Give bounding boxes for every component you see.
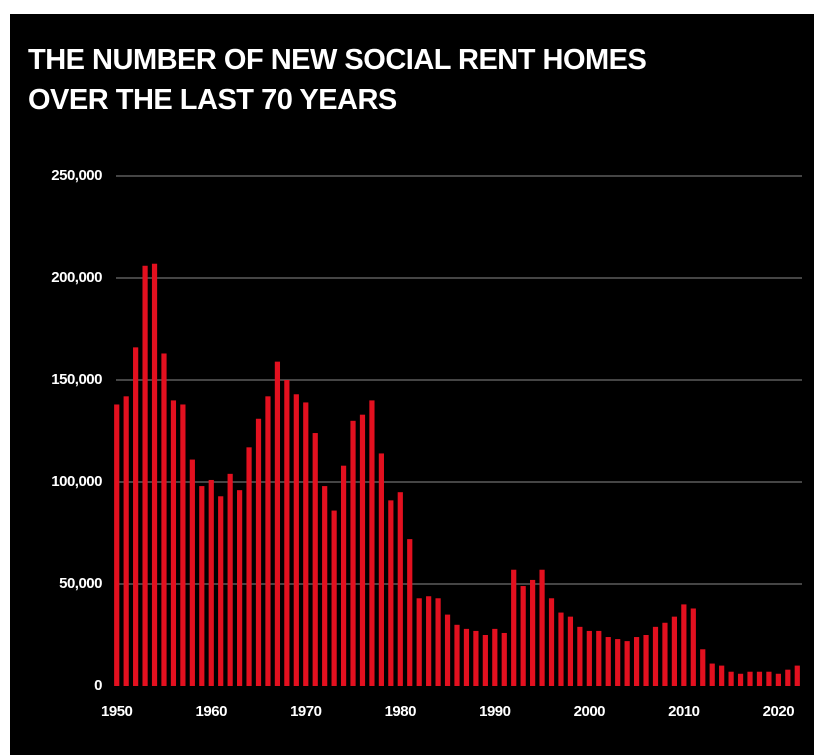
bar	[671, 616, 677, 686]
bar	[208, 479, 214, 686]
bar	[643, 635, 649, 686]
bar	[312, 433, 318, 686]
bar	[681, 604, 687, 686]
bar	[615, 639, 621, 686]
bar	[123, 396, 129, 686]
bar	[255, 418, 262, 686]
bar	[284, 380, 290, 686]
bar	[719, 665, 725, 686]
bar	[416, 598, 422, 686]
bar	[586, 630, 592, 686]
bar	[227, 473, 233, 686]
bar	[161, 353, 167, 686]
bar	[511, 569, 517, 686]
bar	[624, 641, 630, 686]
bar	[369, 400, 375, 686]
x-tick-label: 2010	[668, 703, 700, 720]
x-tick-label: 1990	[479, 703, 511, 720]
y-tick-label: 200,000	[51, 269, 102, 286]
x-tick-label: 1950	[101, 703, 133, 720]
bar	[709, 663, 715, 686]
bar	[662, 622, 668, 686]
bar	[293, 394, 299, 686]
bar	[180, 404, 186, 686]
bar	[246, 447, 252, 686]
bar	[435, 598, 441, 686]
bar	[473, 630, 479, 686]
bar	[766, 671, 772, 686]
bar	[189, 459, 195, 686]
bar	[747, 671, 753, 686]
bar	[492, 628, 498, 686]
bar	[633, 637, 640, 686]
x-tick-label: 1970	[290, 703, 322, 720]
bar	[501, 632, 507, 686]
bar	[397, 492, 403, 686]
bar	[378, 453, 384, 686]
bar	[775, 673, 781, 686]
bar	[794, 665, 800, 686]
bar	[463, 628, 470, 686]
bar	[274, 361, 281, 686]
x-tick-label: 2000	[574, 703, 606, 720]
y-tick-label: 100,000	[51, 473, 102, 490]
bar	[577, 626, 583, 686]
bar	[756, 671, 763, 686]
bar	[444, 614, 451, 686]
bar	[652, 626, 659, 686]
bar	[567, 616, 574, 686]
y-tick-label: 250,000	[51, 167, 102, 184]
bar	[114, 404, 120, 686]
bar	[530, 579, 536, 686]
bar	[322, 486, 328, 686]
bar	[350, 420, 356, 686]
bar	[142, 265, 148, 686]
bar	[454, 624, 460, 686]
bar	[690, 608, 696, 686]
bar	[407, 539, 413, 686]
bar	[265, 396, 271, 686]
y-tick-label: 50,000	[59, 575, 102, 592]
bar	[133, 347, 139, 686]
bar	[539, 569, 545, 686]
bar	[426, 596, 432, 686]
x-tick-label: 2020	[763, 703, 795, 720]
bar	[596, 630, 602, 686]
y-tick-label: 150,000	[51, 371, 102, 388]
bar	[331, 510, 337, 686]
bar	[218, 496, 224, 686]
y-tick-label: 0	[94, 677, 102, 694]
x-tick-label: 1960	[196, 703, 228, 720]
bar	[170, 400, 177, 686]
x-tick-label: 1980	[385, 703, 417, 720]
bar	[700, 649, 706, 686]
bar	[605, 637, 611, 686]
bar	[737, 673, 744, 686]
bar	[558, 612, 564, 686]
bar	[520, 586, 526, 686]
chart-title: THE NUMBER OF NEW SOCIAL RENT HOMES OVER…	[28, 44, 647, 116]
bar	[237, 490, 243, 686]
bar	[303, 402, 309, 686]
bar	[151, 263, 158, 686]
bar	[482, 635, 488, 686]
bar	[340, 465, 347, 686]
bar	[359, 414, 366, 686]
bar	[728, 671, 734, 686]
bar	[785, 669, 791, 686]
bar	[199, 486, 205, 686]
bar	[548, 598, 555, 686]
bar	[388, 500, 394, 686]
